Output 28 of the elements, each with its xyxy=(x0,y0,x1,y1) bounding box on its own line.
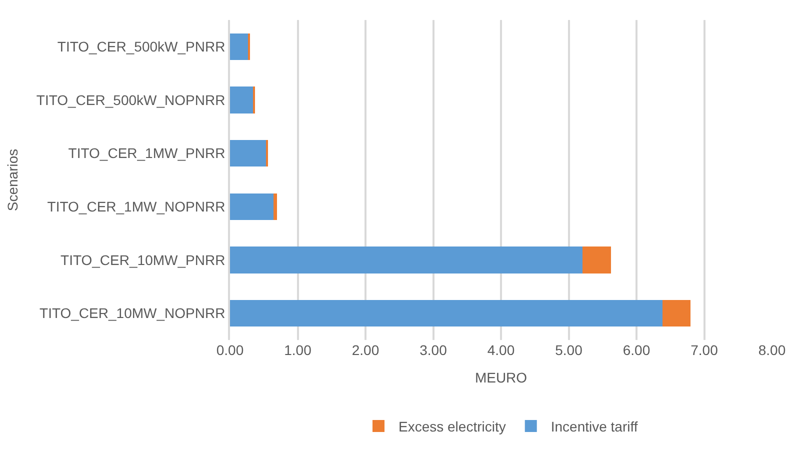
x-tick-label: 4.00 xyxy=(487,342,515,358)
x-tick-label: 1.00 xyxy=(284,342,312,358)
y-axis-title: Scenarios xyxy=(4,148,21,212)
bar xyxy=(273,193,277,220)
bar xyxy=(230,246,582,274)
x-tick-label: 6.00 xyxy=(622,342,650,358)
legend-label: Incentive tariff xyxy=(550,418,638,434)
x-tick-label: 7.00 xyxy=(690,342,718,358)
y-tick-label: TITO_CER_1MW_NOPNRR xyxy=(47,198,226,215)
bar xyxy=(230,86,254,114)
y-tick-label: TITO_CER_10MW_PNRR xyxy=(60,252,226,268)
bar xyxy=(230,140,266,167)
bar xyxy=(230,193,274,220)
bar xyxy=(582,246,611,274)
bar xyxy=(230,300,662,327)
y-tick-label: TITO_CER_10MW_NOPNRR xyxy=(40,305,226,322)
y-tick-label: TITO_CER_500kW_NOPNRR xyxy=(36,92,226,108)
x-tick-label: 3.00 xyxy=(420,342,448,358)
bar xyxy=(230,33,248,60)
y-tick-label: TITO_CER_500kW_PNRR xyxy=(57,38,226,55)
y-tick-label: TITO_CER_1MW_PNRR xyxy=(68,145,226,162)
bar xyxy=(662,300,691,327)
legend-label: Excess electricity xyxy=(398,418,506,434)
x-tick-label: 2.00 xyxy=(352,342,380,358)
x-tick-label: 5.00 xyxy=(555,342,583,358)
x-tick-label: 8.00 xyxy=(758,342,786,358)
x-tick-label: 0.00 xyxy=(216,342,244,358)
x-axis-title: MEURO xyxy=(474,369,528,386)
